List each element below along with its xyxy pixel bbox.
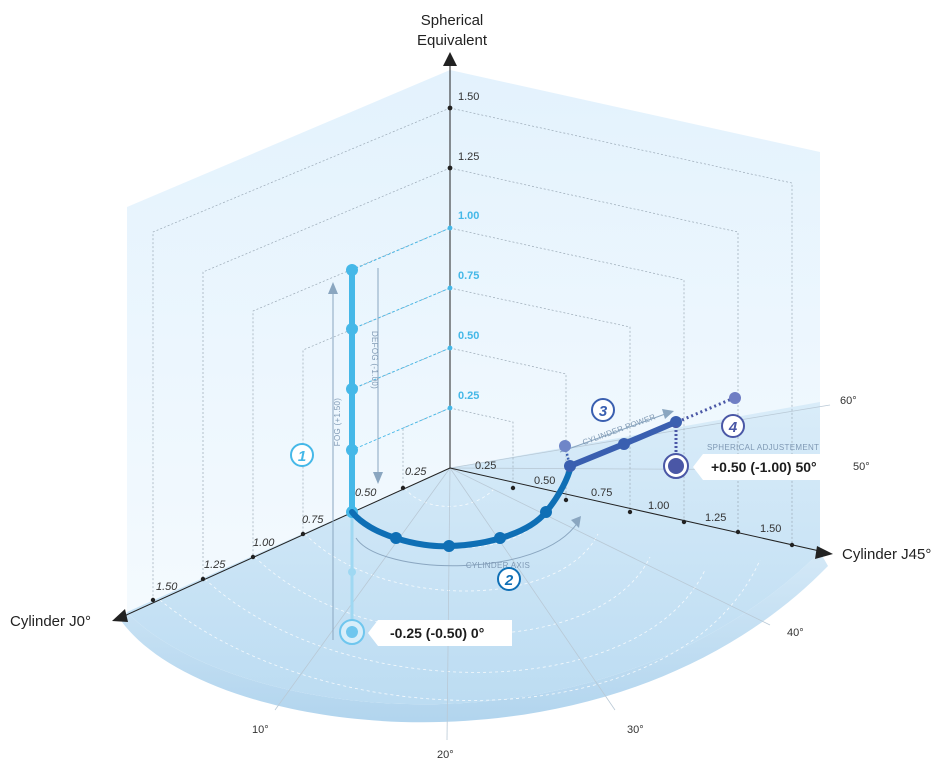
end-marker-dot: [668, 458, 684, 474]
step1-point: [346, 383, 358, 395]
right-axis-tick-label: 1.25: [705, 512, 726, 524]
vertical-axis-title-line2: Equivalent: [417, 32, 488, 49]
step1-fog-arrowhead: [328, 282, 338, 294]
step2-arrowhead: [571, 516, 581, 528]
step3-arrowhead: [662, 409, 674, 419]
step1-number-badge: [290, 443, 314, 467]
degree-label: 50°: [853, 461, 870, 473]
right-axis-tick-label: 0.75: [591, 487, 612, 499]
vertical-axis-arrow: [443, 52, 457, 66]
left-axis-tick-label: 1.25: [204, 559, 226, 571]
end-callout-box: [693, 454, 846, 480]
left-wall: [127, 70, 450, 612]
right-axis-tick-label: 1.50: [760, 523, 781, 535]
left-axis-tick-label: 0.75: [302, 514, 324, 526]
vertical-tick-label: 0.50: [458, 330, 479, 342]
vertical-tick-label: 0.75: [458, 270, 479, 282]
right-axis-arrow: [815, 546, 833, 559]
right-axis-tick-label: 0.50: [534, 475, 555, 487]
step2-point: [540, 506, 552, 518]
floor-rim: [122, 552, 828, 723]
vertical-tick-label: 1.25: [458, 151, 479, 163]
step2-guide-arc: [355, 521, 579, 567]
left-axis-title: Cylinder J0°: [10, 613, 91, 630]
step3-point: [564, 460, 576, 472]
vertical-tick-label: 1.00: [458, 210, 479, 222]
step4-label: SPHERICAL ADJUSTEMENT: [707, 443, 819, 452]
step3-number: 3: [599, 403, 608, 420]
step1-point: [346, 323, 358, 335]
left-axis-tick-label: 0.25: [405, 466, 427, 478]
vertical-axis-title-line1: Spherical: [421, 12, 484, 29]
right-axis-tick-label: 1.00: [648, 500, 669, 512]
step4-ghost-point: [729, 392, 741, 404]
blue-projection-lines: [351, 227, 451, 451]
step2-number: 2: [504, 572, 514, 589]
step1-defog-arrowhead: [373, 472, 383, 484]
degree-label: 10°: [252, 724, 269, 736]
step3-number-badge: [591, 398, 615, 422]
step1-point: [346, 444, 358, 456]
left-axis-arrow: [112, 609, 128, 622]
step4-number-badge: [721, 414, 745, 438]
degree-label: 30°: [627, 724, 644, 736]
blue-tick-dots: [447, 225, 453, 411]
step1-faint-point: [348, 568, 356, 576]
step2-label: CYLINDER AXIS: [466, 561, 530, 570]
step2-point: [390, 532, 402, 544]
step1-number: 1: [298, 448, 306, 465]
right-axis-title: Cylinder J45°: [842, 546, 931, 563]
step3-point: [670, 416, 682, 428]
step4-number: 4: [728, 419, 738, 436]
vertical-tick-label: 1.50: [458, 91, 479, 103]
start-marker-dot: [346, 626, 358, 638]
left-axis-tick-label: 1.50: [156, 581, 178, 593]
axes: [121, 62, 825, 618]
vertical-tick-label: 0.25: [458, 390, 479, 402]
start-callout-box: [368, 620, 512, 646]
step1-defog-label: DEFOG (-1.00): [370, 331, 379, 389]
degree-label: 40°: [787, 627, 804, 639]
left-axis-tick-label: 0.50: [355, 487, 377, 499]
step1-point: [346, 264, 358, 276]
floor: [127, 402, 820, 705]
step2-point: [443, 540, 455, 552]
end-callout-text: +0.50 (-1.00) 50°: [711, 459, 817, 475]
degree-label: 60°: [840, 395, 857, 407]
left-axis-tick-label: 1.00: [253, 537, 275, 549]
right-axis-tick-label: 0.25: [475, 460, 496, 472]
step2-number-badge: [497, 567, 521, 591]
step3-ghost-point: [559, 440, 571, 452]
start-callout-text: -0.25 (-0.50) 0°: [390, 625, 484, 641]
step3-guide: [559, 412, 669, 453]
degree-label: 20°: [437, 749, 454, 761]
step3-point: [618, 438, 630, 450]
step1-fog-label: FOG (+1.50): [333, 398, 342, 446]
step2-point: [494, 532, 506, 544]
